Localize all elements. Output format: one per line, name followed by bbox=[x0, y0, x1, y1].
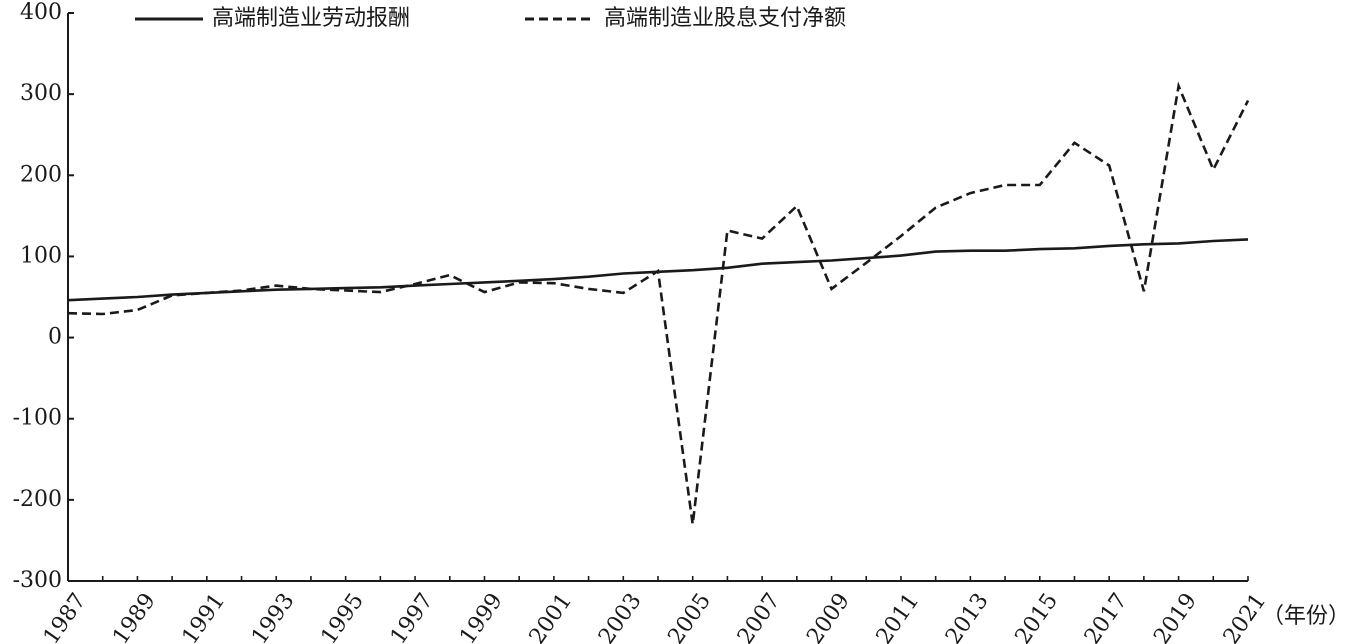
y-tick-label: 200 bbox=[20, 162, 62, 187]
series-line-2 bbox=[67, 81, 1250, 525]
axes bbox=[67, 13, 1248, 582]
x-tick-label: 1991 bbox=[178, 589, 231, 644]
x-tick-label: 2013 bbox=[941, 589, 994, 644]
x-tick-label: 1995 bbox=[316, 589, 369, 644]
y-tick-label: 100 bbox=[20, 243, 62, 268]
y-tick-label: 0 bbox=[48, 325, 62, 350]
y-tick-label: -200 bbox=[13, 487, 62, 512]
y-axis-ticks: 400 300 200 100 0 -100 -200 -300 bbox=[13, 0, 74, 593]
x-tick-label: 2009 bbox=[802, 589, 855, 644]
x-tick-label: 1987 bbox=[39, 589, 92, 644]
legend-label-1: 高端制造业劳动报酬 bbox=[212, 6, 410, 31]
y-tick-label: -300 bbox=[13, 568, 62, 593]
y-tick-label: 300 bbox=[20, 81, 62, 106]
x-tick-label: 2015 bbox=[1011, 589, 1064, 644]
x-tick-label: 2007 bbox=[733, 589, 786, 644]
x-tick-label: 1989 bbox=[108, 589, 161, 644]
x-tick-label: 2003 bbox=[594, 589, 647, 644]
y-tick-label: 400 bbox=[20, 0, 62, 25]
x-tick-label: 2001 bbox=[525, 589, 578, 644]
x-tick-label: 1999 bbox=[455, 589, 508, 644]
x-axis-unit-label: （年份） bbox=[1262, 604, 1350, 629]
x-tick-label: 1993 bbox=[247, 589, 300, 644]
x-tick-label: 2005 bbox=[663, 589, 716, 644]
x-tick-label: 2017 bbox=[1080, 589, 1133, 644]
y-tick-label: -100 bbox=[13, 406, 62, 431]
series-layer bbox=[67, 81, 1250, 525]
x-tick-label: 1997 bbox=[386, 589, 439, 644]
x-tick-label: 2019 bbox=[1149, 589, 1202, 644]
legend: 高端制造业劳动报酬 高端制造业股息支付净额 bbox=[135, 6, 846, 31]
legend-label-2: 高端制造业股息支付净额 bbox=[604, 6, 846, 31]
x-tick-label: 2011 bbox=[872, 589, 925, 644]
x-axis-ticks: 1987 1989 1991 1993 1995 1997 1999 2001 2003 2005… bbox=[39, 576, 1271, 644]
